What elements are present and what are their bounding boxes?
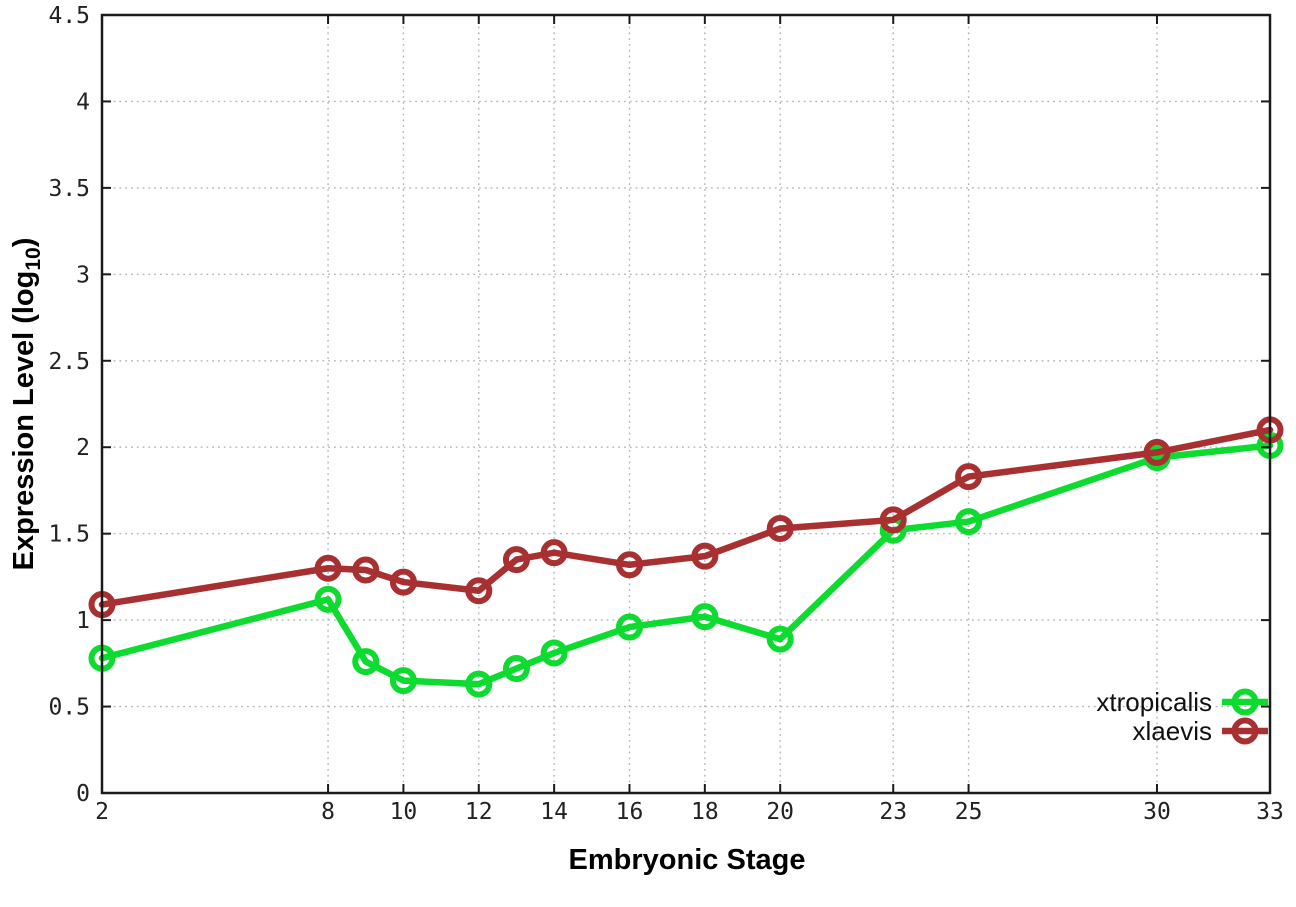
grid-layer xyxy=(102,15,1270,793)
data-point-xtropicalis-stage-20 xyxy=(766,625,794,653)
tick-label-layer: 2 8 10 12 14 16 18 20 23 25 30 33 0 0.5 1 1.5 2 2.5 3 3.5 4 4… xyxy=(48,3,1283,825)
data-point-xlaevis-stage-8 xyxy=(314,554,342,582)
plot-border xyxy=(100,13,1272,795)
y-tick-label: 2.5 xyxy=(48,349,90,375)
series-layer xyxy=(88,416,1284,698)
y-tick-label: 3 xyxy=(76,262,90,288)
data-point-xlaevis-stage-30 xyxy=(1143,438,1171,466)
legend-item-xlaevis: xlaevis xyxy=(1133,716,1268,746)
x-tick-label: 30 xyxy=(1143,799,1171,825)
x-tick-label: 16 xyxy=(616,799,644,825)
data-point-xlaevis-stage-20 xyxy=(766,514,794,542)
data-point-xlaevis-stage-14 xyxy=(540,539,568,567)
y-axis-title-end: ) xyxy=(8,238,40,248)
legend-label-xtropicalis: xtropicalis xyxy=(1096,687,1212,717)
y-axis-title-subscript: 10 xyxy=(22,247,45,270)
data-point-xtropicalis-stage-16 xyxy=(615,613,643,641)
x-tick-label: 14 xyxy=(540,799,568,825)
y-tick-label: 1 xyxy=(76,608,90,634)
data-point-xtropicalis-stage-10 xyxy=(389,667,417,695)
data-point-xtropicalis-stage-14 xyxy=(540,639,568,667)
data-point-xlaevis-stage-9 xyxy=(352,556,380,584)
legend-item-xtropicalis: xtropicalis xyxy=(1096,687,1268,717)
data-point-xlaevis-stage-16 xyxy=(615,551,643,579)
data-point-xtropicalis-stage-9 xyxy=(352,648,380,676)
y-tick-label: 4.5 xyxy=(48,3,90,29)
data-point-xlaevis-stage-13 xyxy=(502,546,530,574)
x-tick-label: 25 xyxy=(955,799,983,825)
legend-marker-xlaevis xyxy=(1231,717,1259,745)
data-point-xlaevis-stage-25 xyxy=(955,463,983,491)
x-tick-label: 18 xyxy=(691,799,719,825)
series-line-xlaevis xyxy=(98,426,1274,608)
x-axis-title: Embryonic Stage xyxy=(569,844,806,876)
series-line-xtropicalis xyxy=(98,442,1274,688)
x-tick-label: 12 xyxy=(465,799,493,825)
data-point-xtropicalis-stage-8 xyxy=(314,585,342,613)
y-axis-title: Expression Level (log10) xyxy=(8,238,45,571)
y-tick-label: 0.5 xyxy=(48,695,90,721)
y-tick-label: 1.5 xyxy=(48,522,90,548)
data-point-xlaevis-stage-18 xyxy=(691,542,719,570)
x-tick-label: 8 xyxy=(321,799,335,825)
legend: xtropicalis xlaevis xyxy=(1096,687,1268,746)
y-axis-title-main: Expression Level (log xyxy=(8,271,40,571)
y-tick-label: 4 xyxy=(76,89,90,115)
data-point-xtropicalis-stage-12 xyxy=(465,670,493,698)
x-tick-label: 10 xyxy=(390,799,418,825)
legend-label-xlaevis: xlaevis xyxy=(1133,716,1212,746)
y-tick-label: 0 xyxy=(76,781,90,807)
data-point-xtropicalis-stage-18 xyxy=(691,603,719,631)
data-point-xlaevis-stage-10 xyxy=(389,568,417,596)
tick-layer xyxy=(101,14,1271,794)
data-point-xtropicalis-stage-13 xyxy=(502,655,530,683)
data-point-xlaevis-stage-12 xyxy=(465,577,493,605)
data-point-xlaevis-stage-23 xyxy=(879,506,907,534)
x-tick-label: 33 xyxy=(1256,799,1284,825)
data-point-xtropicalis-stage-25 xyxy=(955,508,983,536)
x-tick-label: 2 xyxy=(95,799,109,825)
x-tick-label: 23 xyxy=(879,799,907,825)
y-tick-label: 2 xyxy=(76,435,90,461)
legend-marker-xtropicalis xyxy=(1231,688,1259,716)
x-tick-label: 20 xyxy=(766,799,794,825)
y-tick-label: 3.5 xyxy=(48,176,90,202)
